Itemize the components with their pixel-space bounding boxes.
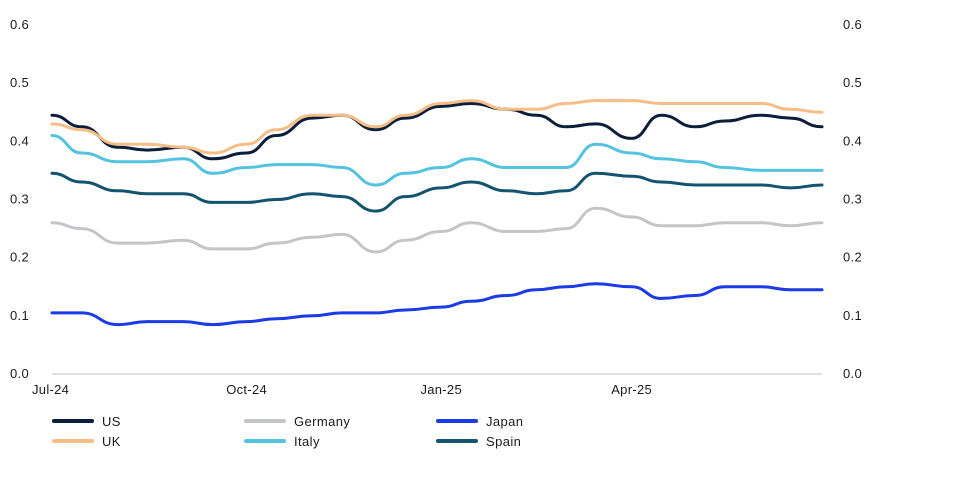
left-y-tick-label: 0.1 [10, 308, 29, 323]
legend-label-germany: Germany [294, 413, 351, 429]
legend-swatch-uk [52, 439, 94, 443]
series-line-us [50, 102, 824, 161]
left-y-tick-label: 0.6 [10, 17, 29, 32]
legend-swatch-italy [244, 439, 286, 443]
right-y-tick-label: 0.5 [843, 75, 862, 90]
x-tick-label: Jan-25 [420, 382, 462, 397]
right-y-tick-label: 0.2 [843, 250, 862, 265]
legend-label-italy: Italy [294, 433, 320, 449]
legend-swatch-japan [436, 419, 478, 423]
left-y-tick-label: 0.3 [10, 192, 29, 207]
line-chart: 0.0 0.1 0.2 0.3 0.4 0.5 0.6 0.0 0.1 0.2 0.3 0.4 0.5… [10, 17, 862, 397]
right-y-tick-label: 0.4 [843, 133, 862, 148]
x-tick-label: Jul-24 [32, 382, 69, 397]
right-y-axis: 0.0 0.1 0.2 0.3 0.4 0.5 0.6 [843, 17, 862, 381]
legend-item-us: US [52, 412, 121, 430]
right-y-tick-label: 0.1 [843, 308, 862, 323]
left-y-tick-label: 0.0 [10, 366, 29, 381]
series-line-spain [50, 171, 824, 213]
series-line-germany [50, 206, 824, 254]
legend-swatch-spain [436, 439, 478, 443]
legend-item-spain: Spain [436, 432, 521, 450]
legend-item-italy: Italy [244, 432, 320, 450]
legend-item-uk: UK [52, 432, 121, 450]
series-line-uk [50, 99, 824, 155]
left-y-tick-label: 0.2 [10, 250, 29, 265]
series-lines [50, 99, 824, 327]
x-tick-label: Apr-25 [611, 382, 652, 397]
legend-item-germany: Germany [244, 412, 350, 430]
left-y-axis: 0.0 0.1 0.2 0.3 0.4 0.5 0.6 [10, 17, 29, 381]
right-y-tick-label: 0.3 [843, 192, 862, 207]
series-line-italy [50, 134, 824, 187]
legend-label-us: US [102, 413, 121, 429]
legend-label-spain: Spain [486, 433, 522, 449]
legend-label-japan: Japan [486, 413, 524, 429]
legend-swatch-germany [244, 419, 286, 423]
series-line-japan [50, 282, 824, 327]
x-tick-label: Oct-24 [226, 382, 267, 397]
legend-label-uk: UK [102, 433, 121, 449]
left-y-tick-label: 0.5 [10, 75, 29, 90]
left-y-tick-label: 0.4 [10, 133, 29, 148]
x-axis: Jul-24 Oct-24 Jan-25 Apr-25 [32, 382, 652, 397]
legend-item-japan: Japan [436, 412, 523, 430]
right-y-tick-label: 0.0 [843, 366, 862, 381]
legend-swatch-us [52, 419, 94, 423]
right-y-tick-label: 0.6 [843, 17, 862, 32]
legend: US Germany Japan UK Italy Spain [52, 412, 672, 456]
